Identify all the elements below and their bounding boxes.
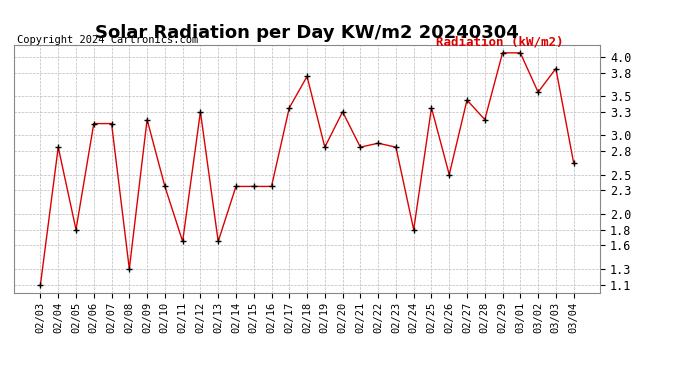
Text: Copyright 2024 Cartronics.com: Copyright 2024 Cartronics.com bbox=[17, 35, 198, 45]
Text: Radiation (kW/m2): Radiation (kW/m2) bbox=[436, 35, 564, 48]
Title: Solar Radiation per Day KW/m2 20240304: Solar Radiation per Day KW/m2 20240304 bbox=[95, 24, 519, 42]
